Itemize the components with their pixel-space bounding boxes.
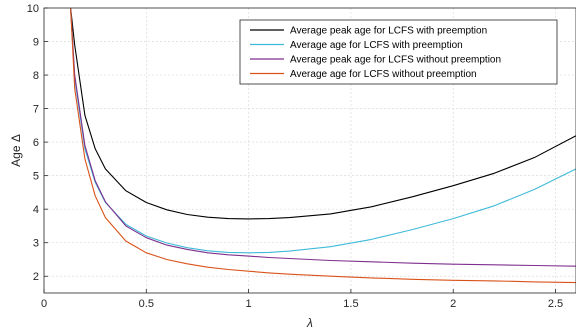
x-tick-label: 0.5 [139, 298, 154, 310]
y-tick-label: 5 [33, 171, 39, 183]
y-tick-label: 4 [33, 204, 39, 216]
x-tick-label: 2.5 [548, 298, 563, 310]
y-tick-label: 7 [33, 104, 39, 116]
y-tick-label: 9 [33, 37, 39, 49]
series-line [70, 8, 576, 254]
x-tick-label: 1.5 [343, 298, 358, 310]
x-tick-label: 2 [450, 298, 456, 310]
series-line [70, 8, 576, 284]
legend-box [239, 19, 558, 85]
series-line [70, 8, 576, 267]
plot-area-border [43, 7, 576, 294]
y-axis-label: Age Δ [9, 134, 23, 167]
legend: Average peak age for LCFS with preemptio… [239, 19, 558, 85]
legend-label: Average peak age for LCFS without preemp… [290, 55, 501, 66]
legend-label: Average age for LCFS with preemption [290, 40, 463, 51]
series-lines [70, 8, 576, 284]
x-tick-label: 1 [246, 298, 252, 310]
legend-label: Average peak age for LCFS with preemptio… [290, 26, 487, 37]
axis-ticks: 0 0.5 1 1.5 2 2.5 2 3 4 5 6 7 8 9 10 [27, 3, 563, 310]
y-tick-label: 10 [27, 3, 39, 15]
legend-label: Average age for LCFS without preemption [290, 69, 477, 80]
y-tick-label: 3 [33, 238, 39, 250]
y-tick-label: 2 [33, 271, 39, 283]
y-tick-label: 8 [33, 70, 39, 82]
y-tick-label: 6 [33, 137, 39, 149]
x-axis-label: λ [306, 316, 313, 330]
series-line [70, 8, 576, 220]
x-tick-label: 0 [41, 298, 47, 310]
